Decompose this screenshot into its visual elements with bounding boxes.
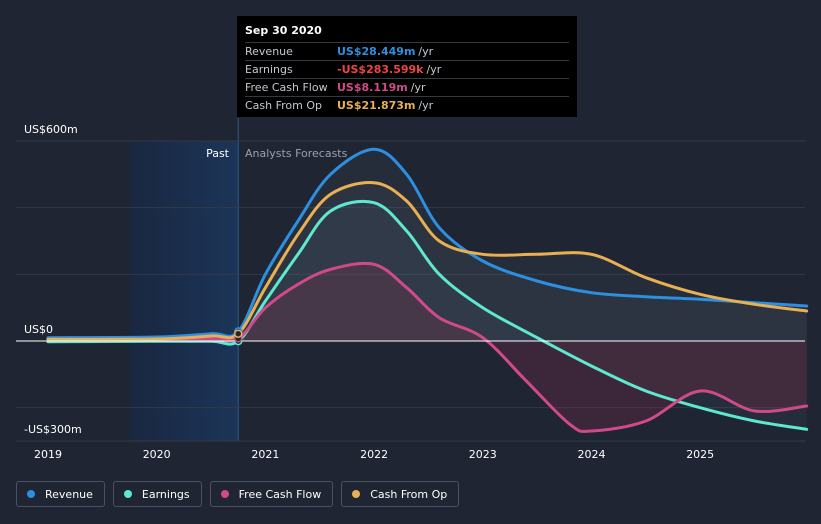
line-cash-from-op <box>46 181 809 341</box>
legend-dot-icon <box>27 490 35 498</box>
legend-item-free-cash-flow[interactable]: Free Cash Flow <box>209 481 334 507</box>
x-tick-label: 2019 <box>34 448 62 461</box>
legend: Revenue Earnings Free Cash Flow Cash Fro… <box>16 481 460 507</box>
tooltip-label: Free Cash Flow <box>245 81 328 94</box>
tooltip-date: Sep 30 2020 <box>245 24 322 37</box>
legend-item-earnings[interactable]: Earnings <box>112 481 202 507</box>
tooltip-label: Revenue <box>245 45 293 58</box>
y-tick-label-bottom: -US$300m <box>24 423 82 436</box>
tooltip-value: -US$283.599k <box>337 63 424 76</box>
tooltip-unit: /yr <box>418 99 434 112</box>
y-tick-label-top: US$600m <box>24 123 78 136</box>
area-earnings <box>48 201 807 430</box>
area-free-cash-flow <box>48 263 807 432</box>
x-tick-label: 2025 <box>686 448 714 461</box>
legend-dot-icon <box>123 490 132 498</box>
point-cash-from-op <box>233 329 243 338</box>
legend-dot-icon <box>352 490 361 498</box>
tooltip-value: US$28.449m <box>337 45 416 58</box>
tooltip: Sep 30 2020 Revenue US$28.449m /yr Earni… <box>237 16 577 117</box>
tooltip-value: US$21.873m <box>337 99 416 112</box>
line-earnings <box>46 199 809 431</box>
tooltip-row-revenue: Revenue US$28.449m /yr <box>245 42 569 60</box>
legend-dot-icon <box>220 490 229 498</box>
tooltip-unit: /yr <box>418 45 434 58</box>
y-tick-label-zero: US$0 <box>24 323 53 336</box>
tooltip-row-cash-from-op: Cash From Op US$21.873m /yr <box>245 96 569 114</box>
legend-item-cash-from-op[interactable]: Cash From Op <box>341 481 460 507</box>
x-tick-label: 2023 <box>469 448 497 461</box>
area-revenue <box>48 149 807 341</box>
line-revenue <box>46 147 809 340</box>
tooltip-value: US$8.119m <box>337 81 408 94</box>
tooltip-label: Cash From Op <box>245 99 323 112</box>
tooltip-label: Earnings <box>245 63 293 76</box>
legend-label: Revenue <box>45 487 93 501</box>
legend-label: Earnings <box>141 487 190 501</box>
legend-item-revenue[interactable]: Revenue <box>16 481 105 507</box>
legend-label: Free Cash Flow <box>238 487 322 501</box>
tooltip-row-earnings: Earnings -US$283.599k /yr <box>245 60 569 78</box>
past-region <box>129 141 239 441</box>
legend-label: Cash From Op <box>370 487 448 501</box>
x-tick-label: 2022 <box>360 448 388 461</box>
x-tick-label: 2021 <box>251 448 279 461</box>
x-tick-label: 2024 <box>578 448 606 461</box>
tooltip-unit: /yr <box>410 81 426 94</box>
x-tick-label: 2020 <box>143 448 171 461</box>
past-label: Past <box>206 147 230 160</box>
tooltip-unit: /yr <box>426 63 442 76</box>
tooltip-row-free-cash-flow: Free Cash Flow US$8.119m /yr <box>245 78 569 96</box>
forecast-label: Analysts Forecasts <box>245 147 348 160</box>
